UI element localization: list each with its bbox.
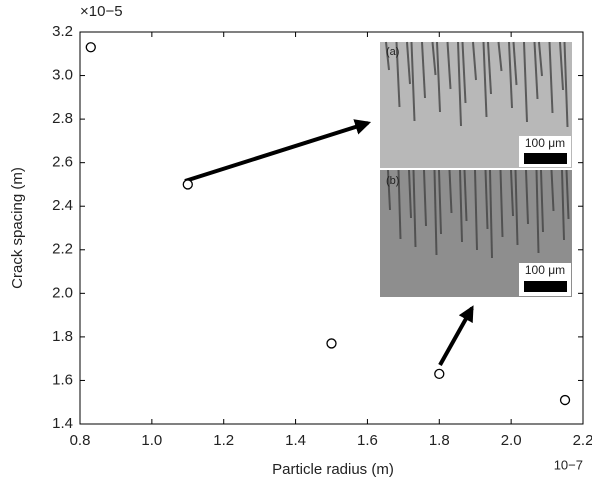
crack-streak <box>484 169 489 230</box>
crack-streak <box>385 41 390 71</box>
y-tick-label: 1.4 <box>52 415 73 432</box>
crack-streak <box>565 169 570 220</box>
crack-streak <box>431 41 437 76</box>
crack-streak <box>489 169 493 259</box>
x-tick-label: 1.6 <box>357 432 378 449</box>
crack-streak <box>512 41 518 86</box>
scale-bar <box>524 153 567 164</box>
crack-streak <box>461 41 467 104</box>
x-tick-label: 1.4 <box>285 432 306 449</box>
inset-label: (b) <box>386 175 399 187</box>
arrow <box>438 305 474 366</box>
x-multiplier: 10−7 <box>554 457 583 472</box>
scale-label: 100 μm <box>525 136 565 150</box>
data-point <box>85 42 96 53</box>
inset-images: (a) (b) 100 μm 100 μm <box>380 41 572 297</box>
x-tick-label: 0.8 <box>70 432 91 449</box>
crack-streak <box>433 169 438 256</box>
crack-streak <box>514 169 519 246</box>
y-tick-label: 2.4 <box>52 197 73 214</box>
arrow <box>184 119 372 183</box>
x-tick-label: 1.2 <box>213 432 234 449</box>
scale-label: 100 μm <box>525 263 565 277</box>
y-tick-label: 1.8 <box>52 328 73 345</box>
crack-streak <box>499 169 504 238</box>
data-point <box>434 368 445 380</box>
crack-streak <box>559 41 564 91</box>
crack-streak <box>423 169 427 227</box>
crack-streak <box>561 169 565 241</box>
crack-streak <box>446 41 452 90</box>
data-point <box>182 179 193 190</box>
x-tick-label: 2.0 <box>501 432 522 449</box>
x-tick-label: 1.8 <box>429 432 450 449</box>
crack-streak <box>436 41 441 113</box>
y-tick-label: 3.0 <box>52 67 73 84</box>
crack-streak <box>472 41 477 81</box>
crack-streak <box>538 41 543 77</box>
crack-streak <box>459 169 463 243</box>
crack-streak <box>406 41 411 85</box>
crack-streak <box>457 41 462 127</box>
crack-streak <box>482 41 488 118</box>
data-point <box>559 394 571 406</box>
plot-frame <box>79 31 584 425</box>
crack-streak <box>487 41 492 95</box>
crack-streak <box>408 169 412 219</box>
y-tick-label: 2.6 <box>52 154 73 171</box>
crack-streak <box>523 41 528 123</box>
crack-streak <box>525 169 529 225</box>
y-tick-label: 2.0 <box>52 284 73 301</box>
x-axis-label: Particle radius (m) <box>272 461 394 478</box>
crack-streak <box>412 169 417 248</box>
crack-streak <box>497 41 503 72</box>
crack-streak <box>533 41 539 100</box>
crack-streak <box>463 169 468 222</box>
crack-streak <box>540 169 544 233</box>
crack-streak <box>550 169 555 212</box>
crack-streak <box>410 41 416 122</box>
x-tick-label: 1.0 <box>141 432 162 449</box>
y-tick-label: 1.6 <box>52 371 73 388</box>
y-multiplier: ×10−5 <box>80 3 123 20</box>
crack-streak <box>421 41 426 99</box>
crack-streak <box>474 169 478 251</box>
crack-streak <box>535 169 540 254</box>
data-point <box>326 338 337 349</box>
crack-streak <box>448 169 453 214</box>
crack-streak <box>563 41 569 128</box>
y-tick-label: 3.2 <box>52 23 73 40</box>
crack-streak <box>510 169 514 217</box>
inset-label: (a) <box>386 46 399 58</box>
crack-streak <box>387 169 391 211</box>
crack-streak <box>395 41 401 108</box>
crack-streak <box>548 41 554 114</box>
crack-streak <box>508 41 513 109</box>
crack-streak <box>397 169 402 240</box>
crack-streak <box>438 169 442 235</box>
y-axis-label: Crack spacing (m) <box>9 167 26 289</box>
y-tick-label: 2.2 <box>52 241 73 258</box>
scale-bar <box>524 281 567 292</box>
x-tick-label: 2.2 <box>573 432 592 449</box>
y-tick-label: 2.8 <box>52 110 73 127</box>
